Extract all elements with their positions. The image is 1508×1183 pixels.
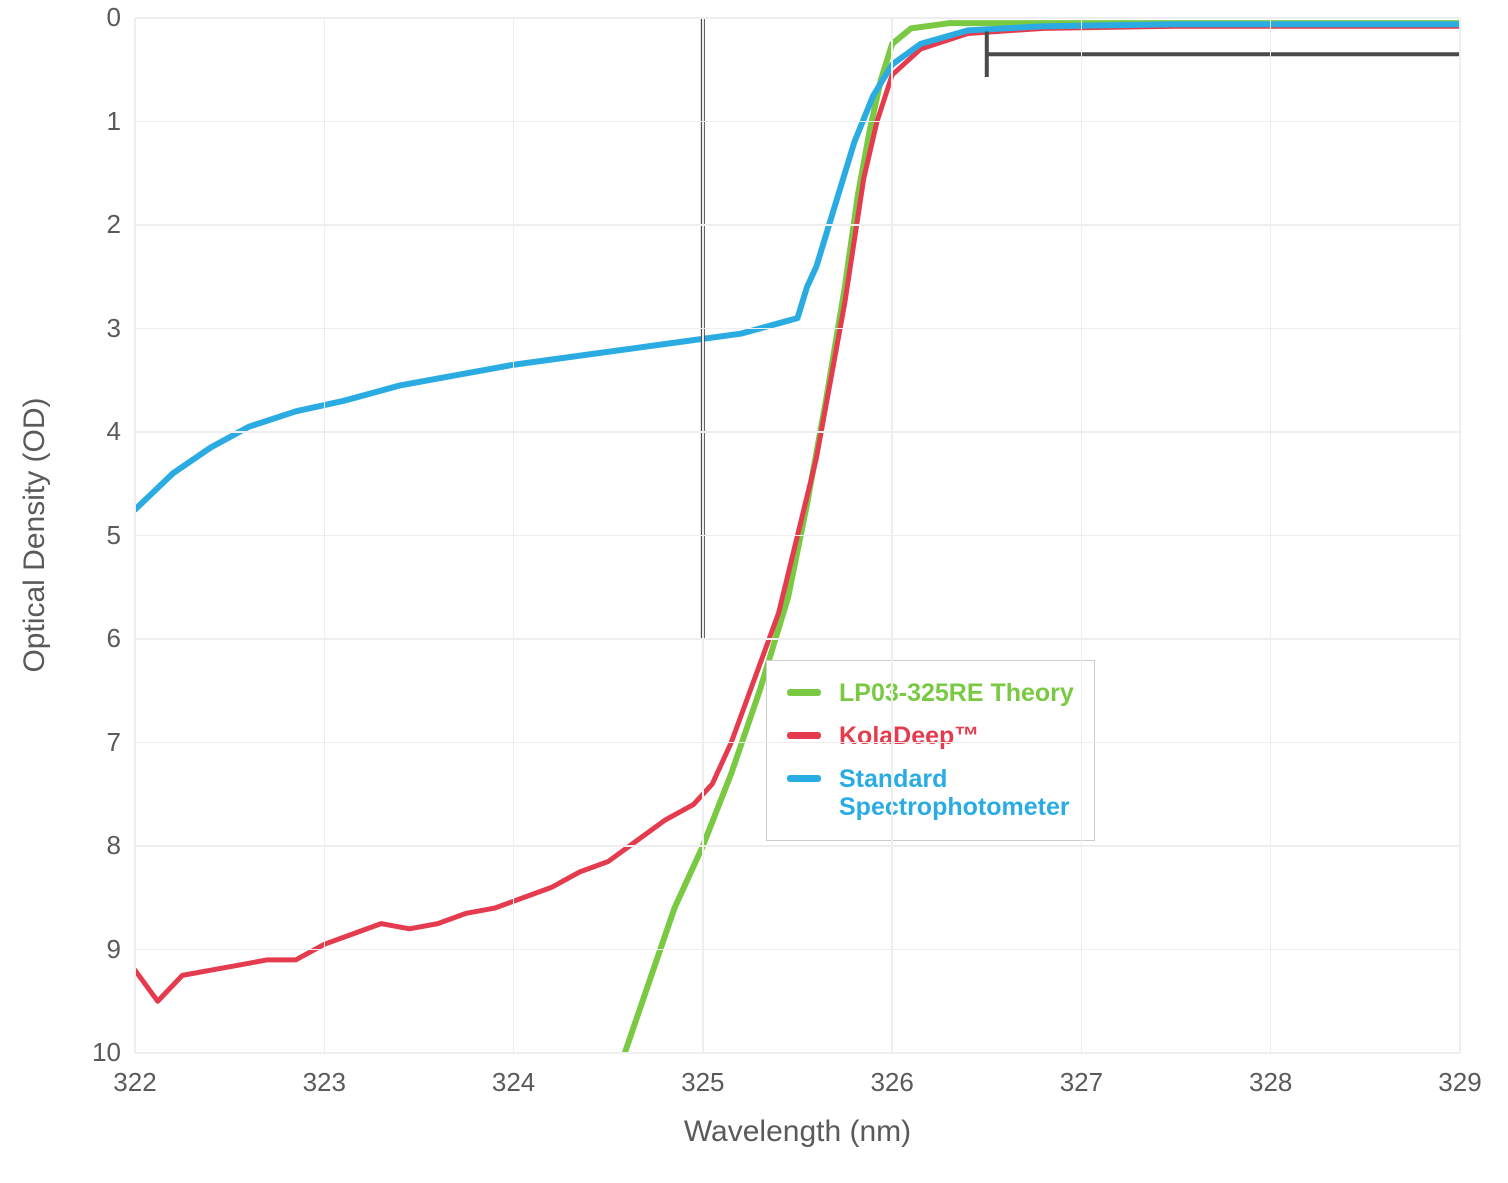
x-tick-label: 324 [474, 1067, 554, 1098]
series-line [618, 23, 1460, 1074]
horizontal-bracket [987, 31, 1460, 77]
grid-line-x [513, 18, 515, 1053]
legend-label: StandardSpectrophotometer [839, 765, 1070, 823]
y-tick-label: 5 [77, 520, 121, 551]
legend-box: LP03-325RE Theory KolaDeep™ StandardSpectr… [766, 660, 1095, 841]
legend-item: KolaDeep™ [787, 722, 1074, 751]
y-tick-label: 7 [77, 727, 121, 758]
grid-line-y [135, 535, 1460, 537]
y-tick-label: 3 [77, 313, 121, 344]
grid-line-y [135, 17, 1460, 19]
legend-item: StandardSpectrophotometer [787, 765, 1074, 823]
grid-line-y [135, 845, 1460, 847]
x-tick-label: 326 [852, 1067, 932, 1098]
grid-line-x [891, 18, 893, 1053]
series-line [135, 24, 1460, 509]
legend-label: LP03-325RE Theory [839, 679, 1074, 708]
chart-container: Optical Density (OD) Wavelength (nm) LP0… [0, 0, 1508, 1183]
series-line [135, 26, 1460, 1001]
y-axis-line [134, 18, 136, 1053]
grid-line-x [1270, 18, 1272, 1053]
y-tick-label: 4 [77, 416, 121, 447]
grid-line-y [135, 328, 1460, 330]
grid-line-y [135, 431, 1460, 433]
x-tick-label: 329 [1420, 1067, 1500, 1098]
grid-line-y [135, 121, 1460, 123]
legend-item: LP03-325RE Theory [787, 679, 1074, 708]
y-tick-label: 10 [77, 1037, 121, 1068]
y-tick-label: 9 [77, 934, 121, 965]
grid-line-y [135, 949, 1460, 951]
series-svg [0, 0, 1508, 1183]
x-axis-line [135, 1052, 1460, 1054]
grid-line-y [135, 224, 1460, 226]
x-tick-label: 327 [1041, 1067, 1121, 1098]
grid-line-y [135, 638, 1460, 640]
grid-line-y [135, 742, 1460, 744]
legend-swatch [787, 732, 821, 739]
legend-swatch [787, 689, 821, 696]
x-tick-label: 325 [663, 1067, 743, 1098]
grid-line-x [1081, 18, 1083, 1053]
y-tick-label: 1 [77, 106, 121, 137]
grid-line-x [324, 18, 326, 1053]
grid-line-x [1459, 18, 1461, 1053]
x-tick-label: 328 [1231, 1067, 1311, 1098]
x-tick-label: 322 [95, 1067, 175, 1098]
x-tick-label: 323 [284, 1067, 364, 1098]
y-tick-label: 6 [77, 623, 121, 654]
y-tick-label: 0 [77, 2, 121, 33]
legend-swatch [787, 775, 821, 782]
y-tick-label: 8 [77, 830, 121, 861]
y-tick-label: 2 [77, 209, 121, 240]
grid-line-x [702, 18, 704, 1053]
legend-label: KolaDeep™ [839, 722, 979, 751]
